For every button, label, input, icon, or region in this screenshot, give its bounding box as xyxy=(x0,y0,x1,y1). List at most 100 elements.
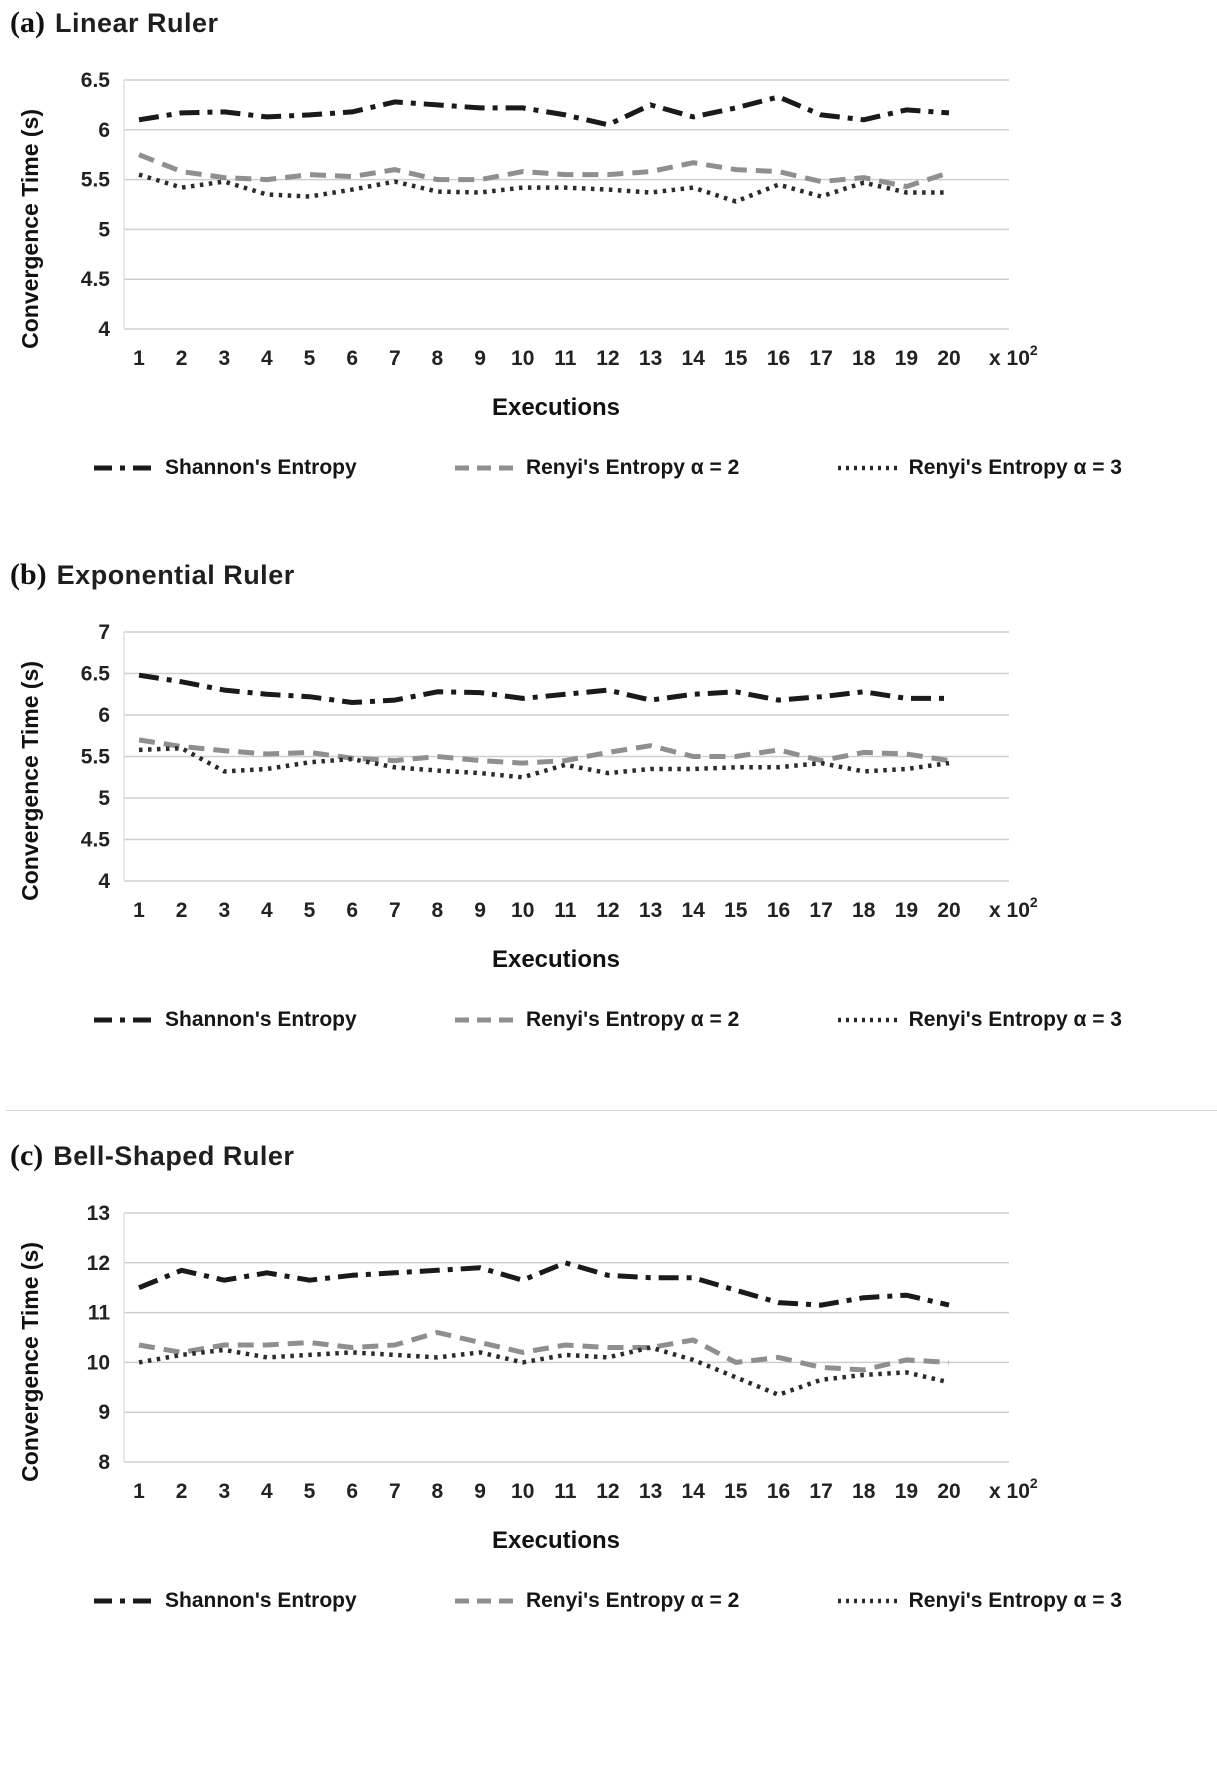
x-tick-label: 6 xyxy=(346,347,358,370)
x-tick-label: 18 xyxy=(852,347,876,370)
legend-b: Shannon's Entropy Renyi's Entropy α = 2 … xyxy=(92,1008,1122,1032)
series-line-shannon xyxy=(138,1260,950,1308)
x-tick-label: 12 xyxy=(596,899,619,922)
line-plot-b: 44.555.566.571 2 3 4 5 6 7 8 9 10 11 12 13 14 15 16 17 18… xyxy=(81,621,1038,922)
x-tick-label: 9 xyxy=(474,899,486,922)
y-tick-label: 6.5 xyxy=(81,663,111,686)
x-tick-label: 7 xyxy=(389,1480,401,1503)
renyi3-line-sample-icon xyxy=(837,1017,898,1023)
x-tick-label: 17 xyxy=(809,899,832,922)
x-tick-label: 10 xyxy=(511,899,534,922)
x-tick-label: 9 xyxy=(474,347,486,370)
x-tick-label: 13 xyxy=(639,899,662,922)
x-tick-label: 5 xyxy=(304,899,316,922)
y-tick-label: 11 xyxy=(88,1302,111,1325)
legend-label: Shannon's Entropy xyxy=(165,1589,357,1612)
y-tick-label: 4 xyxy=(98,318,110,341)
legend-item-shannon: Shannon's Entropy xyxy=(92,456,357,480)
x-tick-label: 16 xyxy=(767,1480,790,1503)
chart-title-c: (c) Bell-Shaped Ruler xyxy=(10,1139,1217,1173)
x-tick-label: 13 xyxy=(639,1480,662,1503)
x-tick-label: 12 xyxy=(596,347,619,370)
x-tick-label: 20 xyxy=(937,347,960,370)
series-line-renyi-a2 xyxy=(138,152,950,190)
legend-item-renyi-a2: Renyi's Entropy α = 2 xyxy=(453,456,739,480)
legend-label: Renyi's Entropy α = 3 xyxy=(908,1008,1122,1031)
series-line-renyi-a3 xyxy=(138,1345,950,1398)
chart-label-prefix: (c) xyxy=(10,1139,44,1172)
x-tick-label: 14 xyxy=(682,1480,706,1503)
renyi2-line-sample-icon xyxy=(454,1017,515,1023)
x-tick-label: 6 xyxy=(346,899,358,922)
legend-item-renyi-a2: Renyi's Entropy α = 2 xyxy=(453,1008,739,1032)
x-tick-label: 18 xyxy=(852,1480,876,1503)
legend-label: Renyi's Entropy α = 3 xyxy=(908,456,1122,479)
shannon-line-sample-icon xyxy=(94,465,154,471)
y-tick-label: 4.5 xyxy=(81,268,111,291)
x-tick-label: 12 xyxy=(596,1480,619,1503)
y-axis-title: Convergence Time (s) xyxy=(6,661,54,901)
chart-title-b: (b) Exponential Ruler xyxy=(10,558,1217,592)
x-tick-label: 8 xyxy=(432,899,444,922)
x-tick-label: 19 xyxy=(895,899,918,922)
shannon-line-sample-icon xyxy=(94,1017,154,1023)
x-tick-label: 5 xyxy=(304,1480,316,1503)
x-tick-label: 16 xyxy=(767,347,790,370)
x-tick-label: 15 xyxy=(724,347,748,370)
x-tick-label: 7 xyxy=(389,899,401,922)
legend-c: Shannon's Entropy Renyi's Entropy α = 2 … xyxy=(92,1589,1122,1613)
y-tick-label: 5 xyxy=(98,787,110,810)
x-axis-title: Executions xyxy=(491,1527,621,1554)
section-divider xyxy=(6,1110,1217,1111)
x-tick-label: 7 xyxy=(389,347,401,370)
legend-item-shannon: Shannon's Entropy xyxy=(92,1589,357,1613)
x-axis-multiplier: x 102 xyxy=(989,342,1038,370)
x-tick-label: 1 xyxy=(133,899,145,922)
chart-section-a: (a) Linear Ruler Convergence Time (s) 4 4… xyxy=(6,6,1217,480)
legend-item-shannon: Shannon's Entropy xyxy=(92,1008,357,1032)
x-tick-label: 20 xyxy=(937,1480,960,1503)
x-tick-label: 4 xyxy=(261,1480,273,1503)
x-tick-label: 19 xyxy=(895,347,918,370)
x-tick-label: 15 xyxy=(724,899,748,922)
x-tick-label: 2 xyxy=(176,899,188,922)
series-line-shannon xyxy=(138,94,950,128)
chart-title-a: (a) Linear Ruler xyxy=(10,6,1217,40)
x-axis-multiplier: x 102 xyxy=(989,1475,1038,1503)
x-tick-label: 19 xyxy=(895,1480,918,1503)
y-tick-label: 9 xyxy=(98,1401,110,1424)
chart-section-c: (c) Bell-Shaped Ruler Convergence Time (… xyxy=(6,1139,1217,1613)
x-tick-label: 18 xyxy=(852,899,876,922)
y-tick-label: 7 xyxy=(98,621,110,644)
y-tick-label: 5.5 xyxy=(81,746,111,769)
y-tick-label: 10 xyxy=(87,1351,110,1374)
x-tick-label: 17 xyxy=(809,347,832,370)
y-tick-label: 8 xyxy=(98,1451,110,1474)
renyi3-line-sample-icon xyxy=(837,1598,898,1604)
chart-title-text: Bell-Shaped Ruler xyxy=(53,1141,295,1171)
y-tick-label: 6 xyxy=(98,119,110,142)
chart-area-c: Convergence Time (s) 8 9 10 11 12 13 1 2 3 4 5 6 7 8 9… xyxy=(6,1197,1217,1527)
series-line-renyi-a3 xyxy=(138,745,950,780)
chart-section-b: (b) Exponential Ruler Convergence Time (… xyxy=(6,558,1217,1032)
y-axis-title-text: Convergence Time (s) xyxy=(16,661,43,901)
chart-title-text: Linear Ruler xyxy=(54,8,219,38)
y-axis-title: Convergence Time (s) xyxy=(6,1242,54,1482)
line-plot-a: 44.555.566.51 2 3 4 5 6 7 8 9 10 11 12 13 14 15 16 17 18 1… xyxy=(81,69,1038,370)
x-tick-label: 20 xyxy=(937,899,960,922)
figure-page: (a) Linear Ruler Convergence Time (s) 4 4… xyxy=(6,6,1217,1613)
x-tick-label: 13 xyxy=(639,347,662,370)
x-tick-label: 11 xyxy=(554,1480,577,1503)
y-tick-label: 12 xyxy=(87,1252,110,1275)
x-tick-label: 3 xyxy=(218,347,230,370)
x-tick-label: 8 xyxy=(432,347,444,370)
y-tick-label: 4 xyxy=(98,870,110,893)
x-tick-label: 14 xyxy=(682,899,706,922)
x-tick-label: 16 xyxy=(767,899,790,922)
chart-area-b: Convergence Time (s) 4 4.5 5 5.5 6 6.5 7 1 2 3 4 5 6… xyxy=(6,616,1217,946)
shannon-line-sample-icon xyxy=(94,1598,154,1604)
legend-item-renyi-a3: Renyi's Entropy α = 3 xyxy=(836,1589,1122,1613)
x-tick-label: 4 xyxy=(261,899,273,922)
chart-label-prefix: (a) xyxy=(10,6,45,39)
